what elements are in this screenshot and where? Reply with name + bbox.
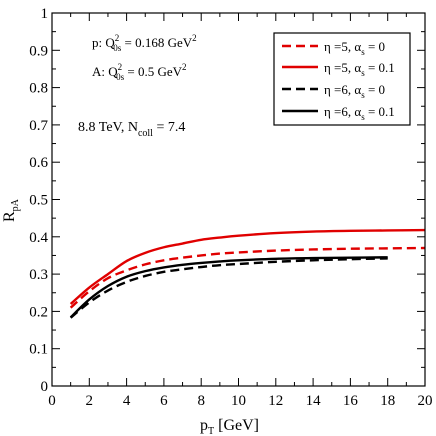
x-tick-label: 16 (343, 393, 359, 409)
x-tick-label: 4 (123, 393, 131, 409)
y-tick-label: 0.8 (29, 81, 48, 97)
y-tick-label: 0.1 (29, 342, 48, 358)
y-tick-label: 0.7 (29, 118, 48, 134)
plot-frame (51, 12, 426, 387)
annotation-a: A: Q2 0s = 0.5 GeV2 (92, 62, 187, 82)
legend: η =5, αs = 0 η =5, αs = 0.1 η =6, αs = 0 η … (273, 32, 411, 126)
y-tick-label: 0.9 (29, 43, 48, 59)
legend-items: η =5, αs = 0 η =5, αs = 0.1 η =6, αs = 0 η … (282, 39, 395, 122)
x-tick-label: 14 (306, 393, 322, 409)
x-tick-label: 20 (418, 393, 433, 409)
series-line-2 (69, 228, 426, 305)
series-line-4 (69, 256, 388, 319)
legend-label-2: η =5, αs = 0.1 (324, 60, 395, 78)
y-tick-label: 0 (41, 379, 49, 395)
x-tick-label: 6 (160, 393, 168, 409)
series-layer (69, 228, 426, 319)
y-tick-label: 0.6 (29, 155, 48, 171)
annotation-energy: 8.8 TeV, Ncoll = 7.4 (78, 120, 185, 139)
y-tick-label: 0.4 (29, 230, 48, 246)
x-tick-label: 2 (86, 393, 94, 409)
x-axis-label: pT [GeV] (200, 417, 259, 436)
y-tick-label: 0.3 (29, 267, 48, 283)
y-tick-label: 0.2 (29, 304, 48, 320)
x-tick-label: 12 (268, 393, 283, 409)
legend-label-3: η =6, αs = 0 (324, 82, 385, 100)
series-line-1 (69, 246, 426, 309)
y-tick-label: 1 (41, 6, 49, 22)
x-tick-label: 0 (48, 393, 56, 409)
legend-label-4: η =6, αs = 0.1 (324, 104, 395, 122)
legend-box (273, 32, 411, 126)
x-tick-label: 8 (197, 393, 205, 409)
x-tick-label: 18 (380, 393, 395, 409)
series-line-3 (69, 257, 388, 319)
y-axis-label: RpA (1, 198, 21, 222)
y-tick-label: 0.5 (29, 193, 48, 209)
legend-label-1: η =5, αs = 0 (324, 39, 385, 57)
tick-labels: 0 2 4 6 8 10 12 14 16 18 20 0 0.1 0.2 0.3 0.4 0.5 0.6 0.7 0… (29, 6, 432, 409)
x-tick-label: 10 (231, 393, 246, 409)
annotation-p: p: Q2 0s = 0.168 GeV2 (92, 33, 197, 53)
